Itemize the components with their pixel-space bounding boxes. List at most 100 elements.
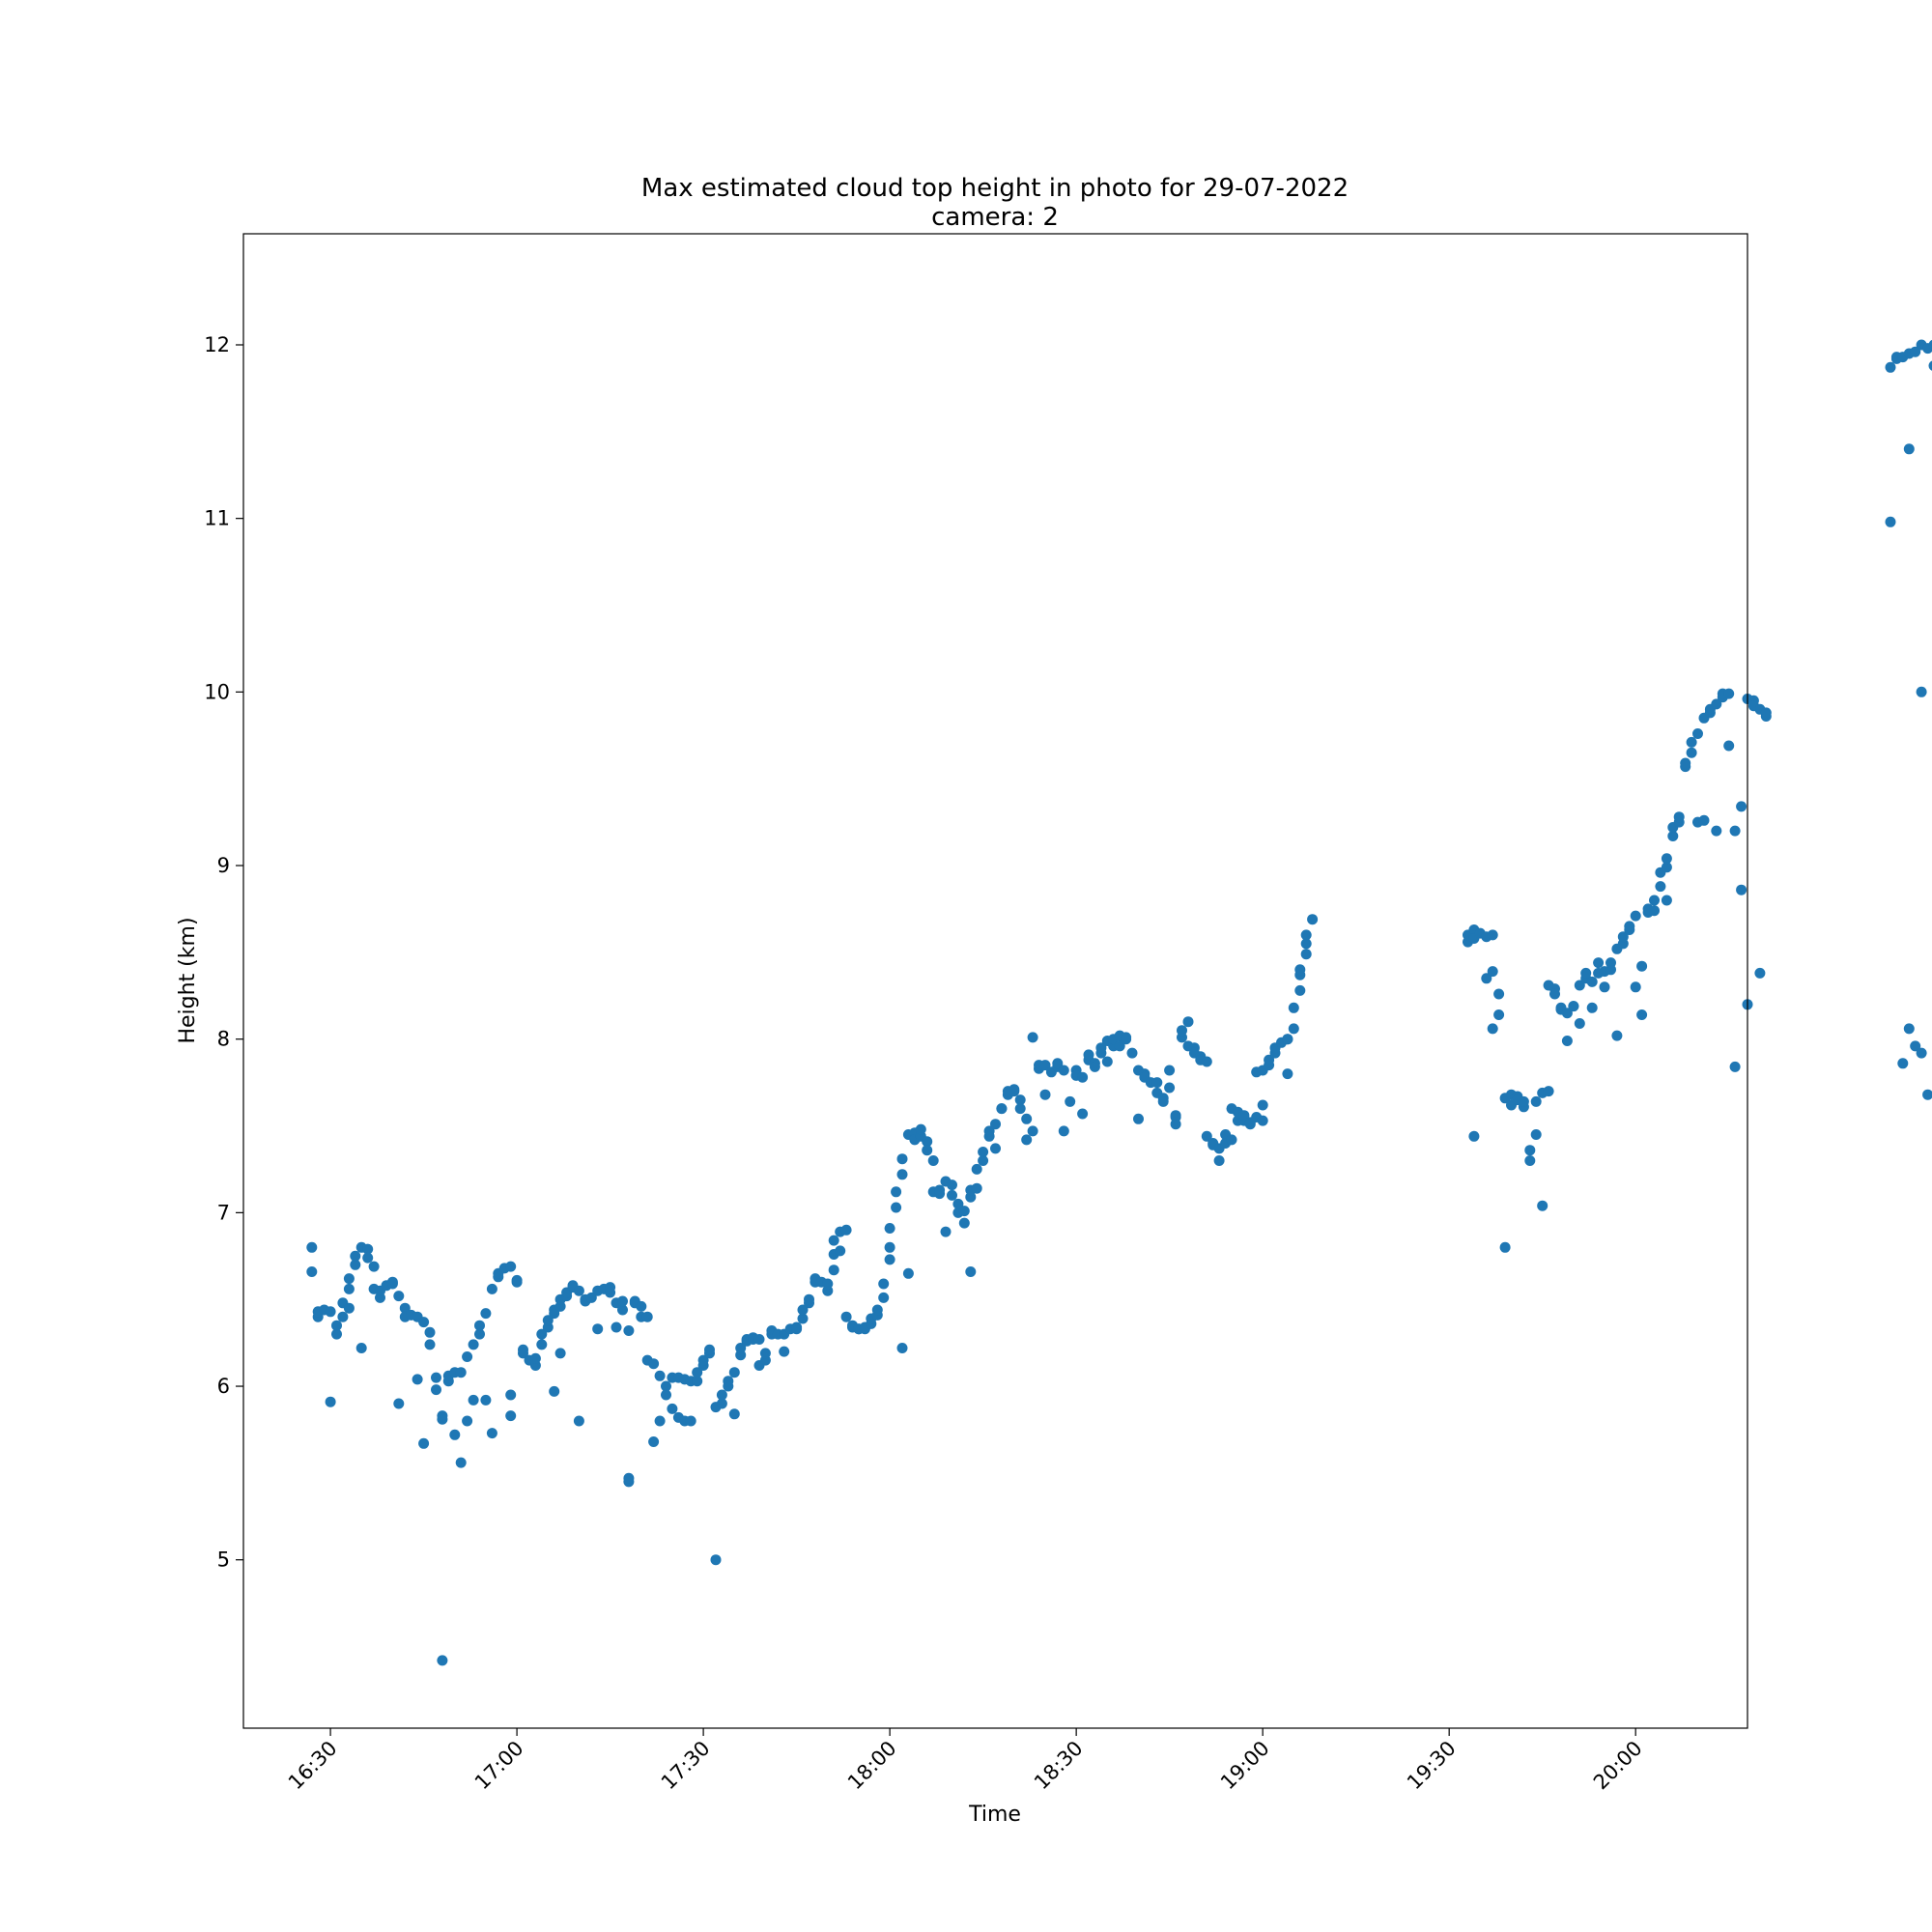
- data-point: [940, 1226, 952, 1237]
- data-point: [418, 1437, 430, 1449]
- data-point: [554, 1348, 566, 1359]
- data-point: [1586, 976, 1598, 987]
- data-point: [1711, 825, 1722, 837]
- y-tick-label: 10: [204, 680, 230, 703]
- data-point: [1014, 1094, 1026, 1106]
- data-point: [1257, 1099, 1268, 1111]
- data-point: [549, 1385, 560, 1397]
- data-point: [362, 1243, 374, 1255]
- data-point: [840, 1224, 852, 1236]
- data-point: [654, 1370, 666, 1381]
- data-point: [1897, 1058, 1909, 1069]
- data-point: [1077, 1108, 1089, 1120]
- data-point: [1655, 881, 1666, 893]
- data-point: [1039, 1089, 1051, 1100]
- chart-title: Max estimated cloud top height in photo …: [641, 174, 1349, 203]
- data-point: [828, 1264, 839, 1276]
- data-point: [325, 1306, 336, 1318]
- data-point: [343, 1302, 355, 1314]
- data-point: [735, 1343, 747, 1353]
- data-point: [791, 1323, 803, 1335]
- data-point: [325, 1396, 336, 1407]
- data-point: [1543, 1086, 1554, 1097]
- data-point: [692, 1376, 703, 1387]
- data-point: [1723, 740, 1735, 752]
- data-point: [1481, 973, 1492, 984]
- data-point: [1493, 988, 1505, 1000]
- data-point: [1021, 1113, 1033, 1124]
- data-point: [896, 1343, 908, 1353]
- data-point: [424, 1339, 436, 1350]
- data-point: [585, 1292, 597, 1303]
- data-point: [1238, 1110, 1250, 1122]
- data-point: [871, 1304, 883, 1316]
- data-point: [1493, 1009, 1505, 1020]
- plot-frame: [242, 233, 1748, 1729]
- y-tick-label: 12: [204, 333, 230, 356]
- data-point: [1692, 728, 1703, 739]
- data-point: [697, 1354, 709, 1366]
- data-point: [1922, 1089, 1932, 1100]
- data-point: [952, 1198, 964, 1209]
- data-point: [840, 1311, 852, 1322]
- data-point: [1126, 1047, 1138, 1059]
- data-point: [1530, 1095, 1542, 1107]
- data-point: [978, 1155, 989, 1166]
- data-point: [1729, 1061, 1741, 1072]
- data-point: [1661, 862, 1672, 873]
- data-point: [573, 1285, 584, 1296]
- data-point: [486, 1428, 497, 1439]
- data-point: [934, 1184, 946, 1196]
- data-point: [1300, 929, 1312, 941]
- data-point: [306, 1266, 318, 1277]
- data-point: [1058, 1065, 1069, 1076]
- data-point: [1065, 1095, 1076, 1107]
- data-point: [331, 1328, 342, 1340]
- data-point: [343, 1283, 355, 1294]
- data-point: [1201, 1056, 1212, 1067]
- data-point: [636, 1300, 647, 1312]
- data-point: [1617, 931, 1629, 943]
- data-point: [1226, 1134, 1237, 1146]
- data-point: [1903, 443, 1915, 455]
- data-point: [331, 1320, 342, 1331]
- data-point: [648, 1436, 660, 1447]
- data-point: [1164, 1082, 1176, 1094]
- data-point: [1561, 1008, 1573, 1019]
- data-point: [343, 1273, 355, 1285]
- data-point: [1723, 688, 1735, 699]
- data-point: [486, 1283, 497, 1294]
- data-point: [1288, 1002, 1299, 1013]
- data-point: [1928, 360, 1932, 371]
- data-point: [971, 1163, 982, 1175]
- data-point: [947, 1189, 957, 1201]
- data-point: [896, 1169, 908, 1180]
- data-point: [536, 1339, 548, 1350]
- data-point: [990, 1143, 1001, 1154]
- data-point: [1561, 1036, 1573, 1046]
- data-point: [822, 1278, 834, 1290]
- data-point: [704, 1344, 715, 1355]
- data-point: [449, 1429, 461, 1440]
- data-point: [1524, 1155, 1536, 1166]
- data-point: [922, 1136, 933, 1148]
- data-point: [1916, 686, 1927, 697]
- y-tick-label: 5: [217, 1548, 230, 1572]
- data-point: [518, 1348, 528, 1359]
- data-point: [654, 1415, 666, 1427]
- data-point: [1133, 1113, 1144, 1124]
- data-point: [1885, 516, 1896, 527]
- data-point: [1014, 1103, 1026, 1115]
- data-point: [468, 1394, 479, 1406]
- data-point: [1574, 980, 1585, 991]
- data-point: [891, 1202, 902, 1213]
- data-point: [605, 1287, 616, 1298]
- data-point: [1177, 1025, 1187, 1037]
- data-point: [368, 1261, 380, 1272]
- data-point: [1089, 1061, 1100, 1072]
- data-point: [1736, 801, 1747, 812]
- data-point: [1524, 1145, 1536, 1156]
- data-point: [1673, 811, 1685, 823]
- data-point: [958, 1217, 970, 1229]
- data-point: [1083, 1049, 1094, 1061]
